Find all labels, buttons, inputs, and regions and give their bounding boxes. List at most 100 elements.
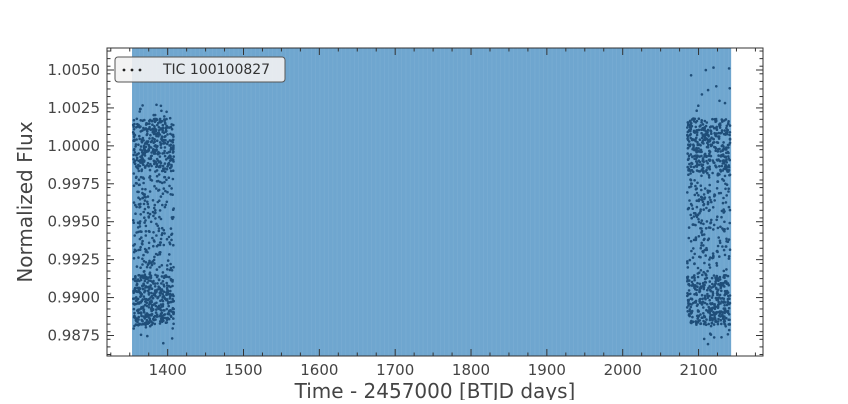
data-point: [702, 171, 705, 174]
data-point: [137, 190, 140, 194]
data-point: [702, 322, 706, 326]
data-point: [151, 296, 155, 300]
data-point: [709, 289, 713, 293]
data-point: [132, 125, 135, 128]
data-point: [147, 206, 150, 209]
y-tick-label: 0.9900: [48, 289, 101, 307]
data-point: [170, 300, 173, 304]
data-point: [697, 117, 701, 120]
data-point: [137, 123, 140, 127]
data-point: [688, 279, 691, 282]
data-point: [717, 154, 720, 157]
data-point: [710, 296, 714, 299]
data-point: [686, 126, 689, 129]
data-point: [724, 281, 728, 284]
data-point: [694, 164, 698, 168]
data-point: [724, 187, 727, 191]
data-point: [723, 322, 726, 326]
data-point: [149, 220, 153, 224]
data-point: [154, 130, 158, 133]
data-point: [686, 130, 690, 134]
data-point: [706, 269, 709, 273]
data-point: [145, 318, 149, 322]
data-point: [134, 176, 138, 179]
data-point: [150, 291, 153, 295]
data-point: [143, 216, 146, 219]
data-point: [142, 277, 146, 280]
legend-dot: [122, 68, 126, 72]
data-point: [146, 161, 150, 165]
data-point: [133, 138, 136, 141]
data-point: [132, 153, 135, 157]
data-point: [721, 201, 725, 205]
data-point: [717, 236, 720, 239]
data-point: [709, 256, 712, 259]
data-point: [702, 222, 705, 226]
data-point: [134, 299, 138, 303]
data-point: [727, 190, 730, 193]
data-point: [137, 324, 140, 327]
data-point: [718, 99, 721, 103]
data-point: [155, 187, 158, 190]
data-point: [689, 119, 692, 123]
data-point: [702, 142, 705, 145]
data-point: [705, 137, 709, 141]
data-point: [706, 288, 709, 292]
data-point: [153, 120, 157, 123]
plot-frame: [106, 47, 764, 357]
data-point: [159, 127, 162, 130]
data-point: [709, 333, 713, 336]
data-point: [172, 299, 175, 303]
data-point: [132, 184, 136, 187]
data-point: [698, 298, 701, 302]
data-point: [144, 196, 147, 199]
data-point: [144, 250, 148, 253]
data-point: [152, 244, 155, 248]
data-point: [141, 156, 144, 160]
data-point: [166, 288, 169, 292]
data-point: [728, 143, 731, 146]
data-point: [703, 155, 706, 158]
data-point: [133, 287, 136, 291]
data-point: [161, 123, 165, 127]
data-point: [137, 178, 141, 181]
data-point: [160, 264, 164, 267]
data-point: [728, 137, 732, 141]
data-point: [690, 280, 694, 284]
data-point: [711, 256, 715, 259]
data-point: [169, 266, 173, 270]
data-point: [161, 271, 165, 274]
data-point: [163, 309, 166, 312]
data-point: [154, 160, 157, 164]
data-point: [141, 319, 144, 323]
data-point: [145, 133, 149, 137]
data-point: [172, 317, 175, 320]
data-point: [165, 307, 169, 311]
data-point: [148, 314, 152, 317]
data-point: [690, 204, 694, 207]
data-point: [727, 257, 731, 260]
data-point: [710, 286, 713, 289]
data-point: [169, 309, 172, 312]
data-point: [143, 303, 147, 307]
data-point: [149, 146, 153, 149]
data-point: [701, 123, 705, 126]
data-point: [152, 113, 155, 117]
data-point: [713, 199, 716, 202]
data-point: [700, 244, 703, 247]
data-point: [689, 305, 693, 309]
data-point: [166, 140, 170, 144]
data-point: [164, 129, 168, 132]
data-point: [150, 309, 153, 313]
data-point: [706, 189, 709, 192]
data-point: [718, 239, 722, 243]
data-point: [160, 275, 164, 278]
data-point: [703, 261, 706, 265]
data-point: [703, 294, 707, 298]
data-point: [728, 131, 732, 134]
data-point: [714, 278, 718, 281]
data-point: [172, 144, 175, 147]
data-point: [160, 311, 164, 315]
data-point: [704, 277, 707, 281]
data-point: [707, 143, 710, 146]
